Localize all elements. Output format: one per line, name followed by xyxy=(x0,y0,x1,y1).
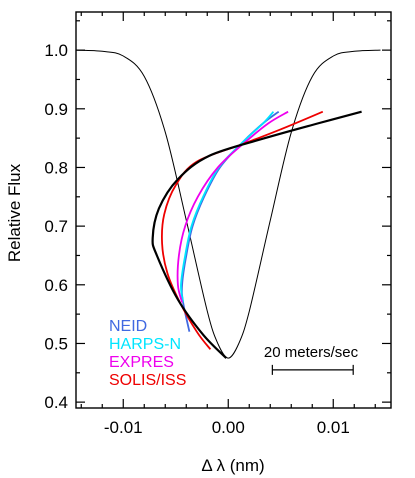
x-tick-label: 0.01 xyxy=(317,418,350,437)
x-tick-label: 0.00 xyxy=(212,418,245,437)
y-axis-label: Relative Flux xyxy=(5,163,24,262)
legend-entry-neid: NEID xyxy=(109,318,147,335)
line-profile-curve xyxy=(75,49,381,359)
legend-entry-expres: EXPRES xyxy=(109,354,174,371)
legend: NEID HARPS-N EXPRES SOLIS/ISS xyxy=(109,318,186,389)
ticks-layer xyxy=(76,12,391,408)
plot-area-frame xyxy=(75,11,392,409)
scale-bar: 20 meters/sec xyxy=(264,344,359,375)
y-tick-label: 1.0 xyxy=(44,41,68,60)
bisector-curve-model-4 xyxy=(151,110,362,359)
y-tick-label: 0.7 xyxy=(44,217,68,236)
y-tick-label: 0.5 xyxy=(44,334,68,353)
bisector-curve-expres xyxy=(176,110,289,303)
y-tick-label: 0.4 xyxy=(44,393,68,412)
tick-labels-layer: -0.01 0.00 0.01 0.4 0.5 0.6 0.7 0.8 0.9 1.0 xyxy=(44,41,349,437)
bisector-curve-harps-n xyxy=(180,111,275,303)
legend-entry-harps-n: HARPS-N xyxy=(109,336,181,353)
x-axis-label: Δ λ (nm) xyxy=(201,456,264,475)
bisector-curve-neid xyxy=(180,110,280,332)
y-tick-label: 0.6 xyxy=(44,276,68,295)
y-tick-label: 0.8 xyxy=(44,158,68,177)
x-tick-label: -0.01 xyxy=(104,418,143,437)
legend-entry-solis-iss: SOLIS/ISS xyxy=(109,372,186,389)
y-tick-label: 0.9 xyxy=(44,100,68,119)
line-profile-layer xyxy=(75,49,381,359)
series-layer xyxy=(151,110,362,359)
scale-bar-label: 20 meters/sec xyxy=(264,344,359,361)
